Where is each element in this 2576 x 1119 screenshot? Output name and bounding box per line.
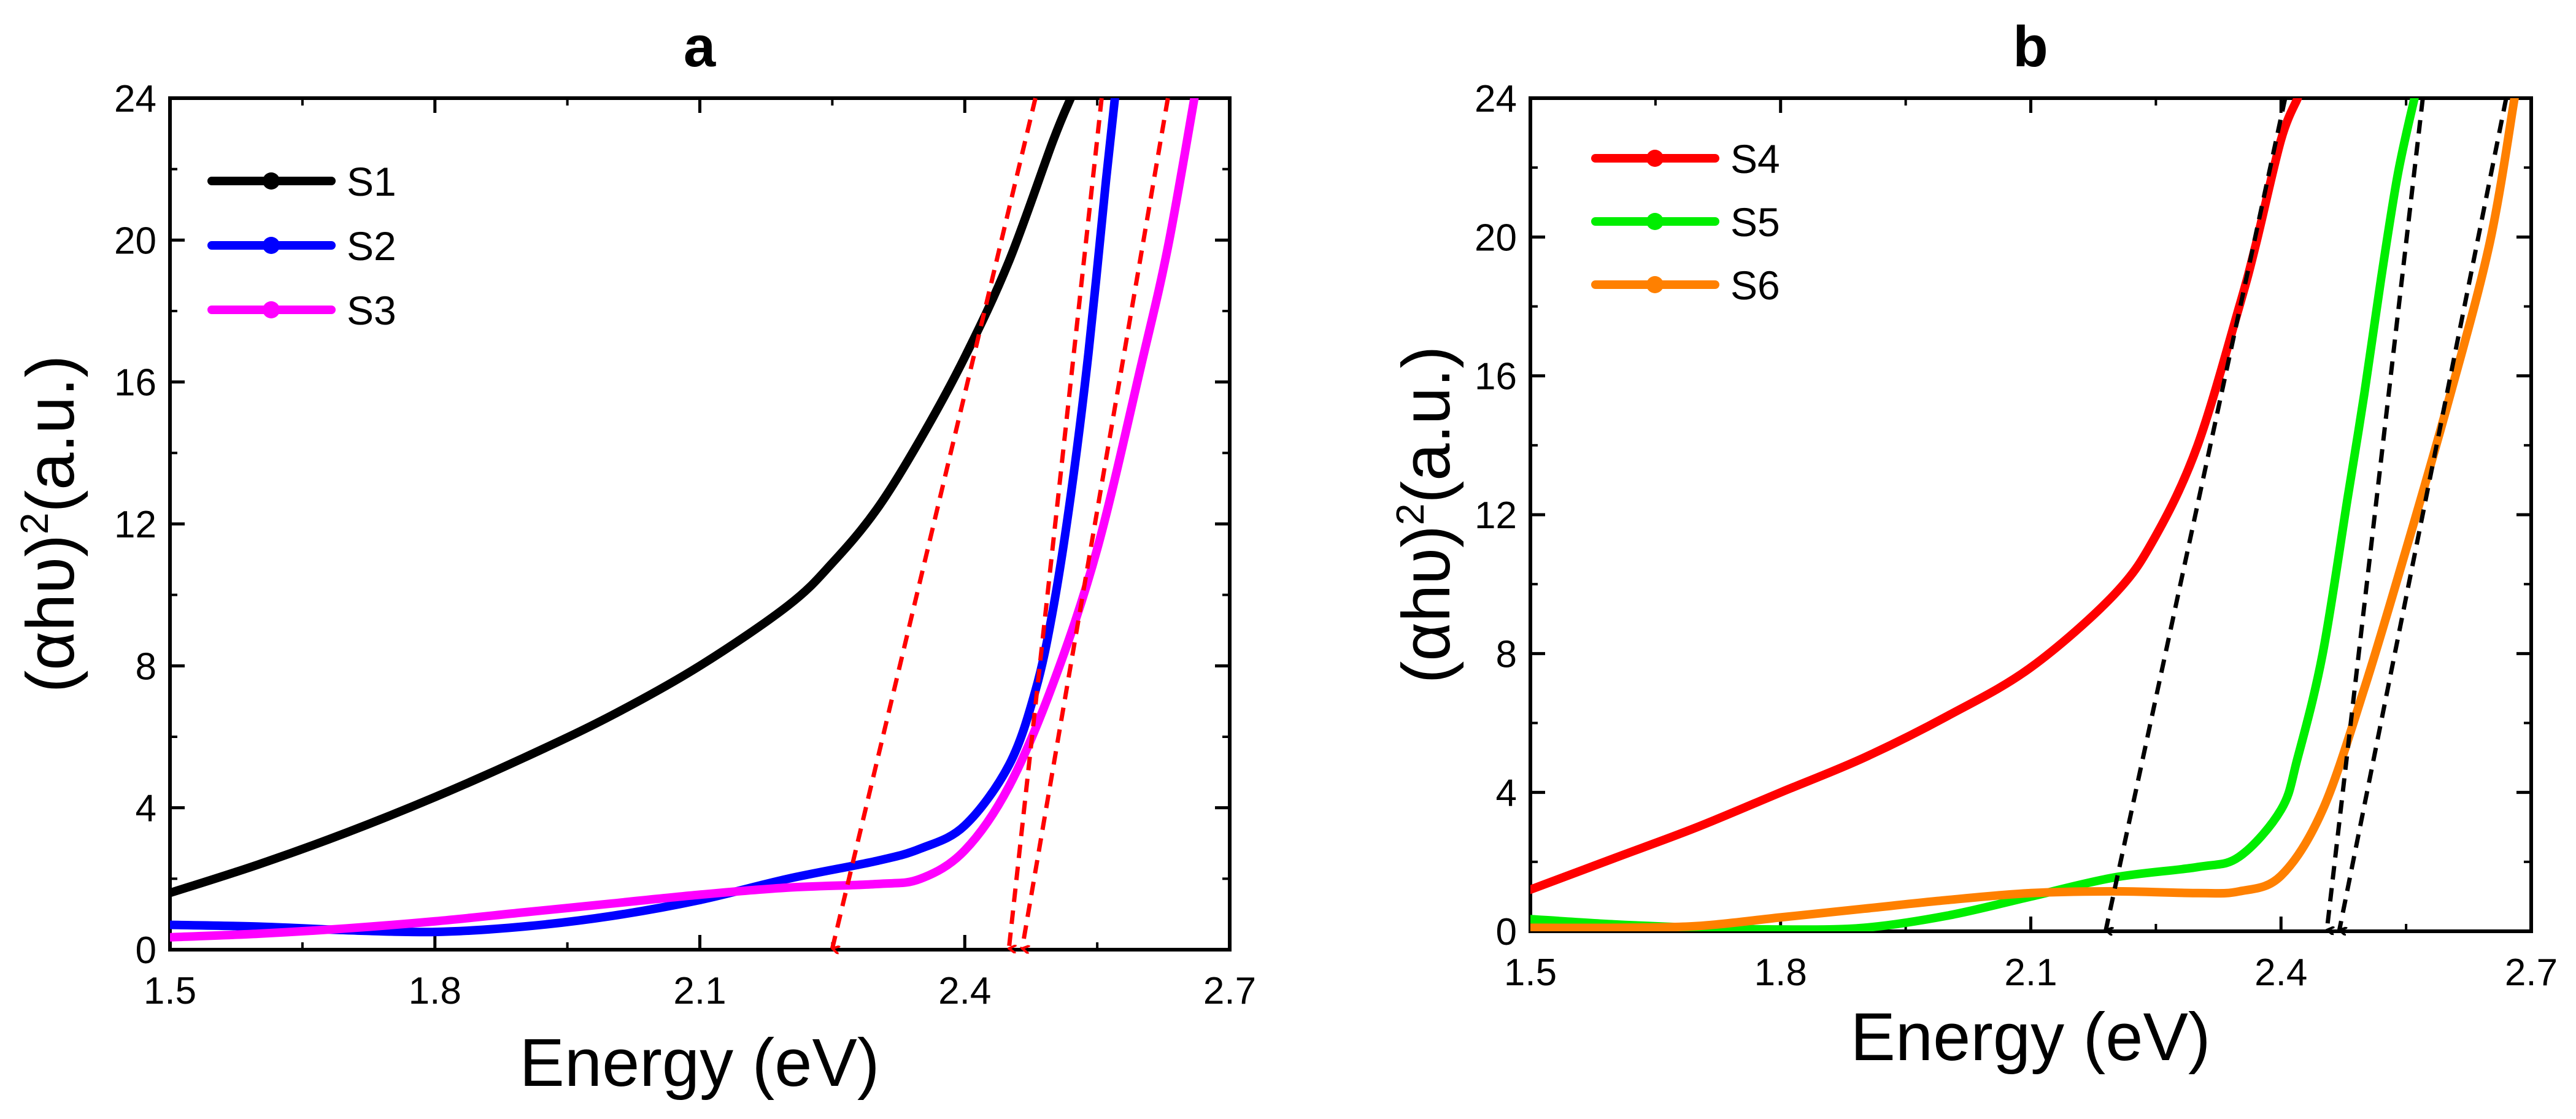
y-tick-label: 12	[1475, 494, 1517, 537]
legend-label-s5: S5	[1730, 199, 1780, 245]
x-tick-label: 1.5	[144, 970, 196, 1012]
y-tick-label: 20	[114, 220, 156, 262]
y-axis-label-exponent: 2	[12, 512, 56, 534]
x-tick-label: 2.1	[673, 970, 726, 1012]
legend-label-s4: S4	[1730, 136, 1780, 182]
panel-b-chart: b 1.5 1.8 2.1 2.4 2.7 0 4 8 12 16 20 24 Energy (eV) (α…	[1388, 14, 2558, 1075]
y-tick-label: 12	[114, 504, 156, 546]
panel-a-chart: a 1.5 1.8 2.1 2.4 2.7 0 4 8 12 16 20 24 Energy (eV) (α…	[12, 14, 1256, 1101]
x-tick-label: 1.8	[1754, 952, 1807, 994]
y-axis-label-quantity: (αhυ)	[1389, 525, 1464, 683]
plot-area	[170, 98, 1199, 942]
series-line-s1	[170, 98, 1075, 898]
legend-label-s2: S2	[347, 223, 396, 269]
panel-title: a	[684, 14, 716, 79]
legend-marker-s4	[1646, 150, 1664, 167]
y-axis-label: (αhυ)2(a.u.)	[12, 355, 88, 693]
y-tick-label: 8	[136, 645, 156, 688]
y-tick-label: 16	[1475, 356, 1517, 398]
legend-label-s3: S3	[347, 288, 396, 333]
series-line-s6	[1530, 98, 2519, 931]
x-tick-label: 1.5	[1504, 952, 1557, 994]
legend-label-s1: S1	[347, 159, 396, 204]
y-tick-label: 4	[136, 788, 156, 830]
extrapolation-arrow-3	[1020, 98, 1170, 948]
legend-marker-s5	[1646, 213, 1664, 230]
series-line-s3	[170, 98, 1199, 942]
legend-marker-s3	[263, 301, 280, 318]
legend-label-s6: S6	[1730, 263, 1780, 308]
legend-marker-s6	[1646, 276, 1664, 293]
extrapolation-arrow-1	[2106, 98, 2288, 930]
y-axis-label-unit: (a.u.)	[1389, 346, 1464, 504]
extrapolation-arrow-2	[2324, 98, 2425, 930]
y-tick-label: 4	[1496, 772, 1517, 815]
y-tick-label: 20	[1475, 217, 1517, 259]
y-tick-label: 24	[1475, 78, 1517, 120]
y-tick-label: 24	[114, 78, 156, 120]
y-tick-label: 0	[1496, 911, 1517, 953]
extrapolation-arrow-3	[2337, 98, 2509, 930]
x-axis-label: Energy (eV)	[520, 1025, 880, 1101]
series-line-s2	[170, 98, 1119, 937]
series-line-s4	[1530, 98, 2302, 894]
y-axis-label-unit: (a.u.)	[13, 355, 88, 513]
x-tick-label: 1.8	[409, 970, 461, 1012]
y-axis-label-exponent: 2	[1388, 503, 1432, 525]
legend-marker-s1	[263, 172, 280, 190]
x-tick-label: 2.4	[2254, 952, 2307, 994]
extrapolation-arrow-2	[1006, 98, 1104, 948]
y-axis-label-quantity: (αhυ)	[13, 534, 88, 693]
x-tick-label: 2.7	[1203, 970, 1256, 1012]
y-tick-label: 0	[136, 929, 156, 972]
x-axis-label: Energy (eV)	[1851, 999, 2211, 1075]
y-tick-label: 8	[1496, 633, 1517, 675]
panel-title: b	[2013, 14, 2048, 79]
x-tick-label: 2.1	[2004, 952, 2057, 994]
x-tick-label: 2.4	[938, 970, 991, 1012]
plot-area	[1530, 98, 2519, 931]
y-axis-label: (αhυ)2(a.u.)	[1388, 346, 1464, 684]
y-tick-label: 16	[114, 362, 156, 404]
extrapolation-arrow-1	[832, 98, 1038, 948]
x-tick-label: 2.7	[2505, 952, 2558, 994]
legend-marker-s2	[263, 237, 280, 254]
series-line-s5	[1530, 98, 2419, 931]
